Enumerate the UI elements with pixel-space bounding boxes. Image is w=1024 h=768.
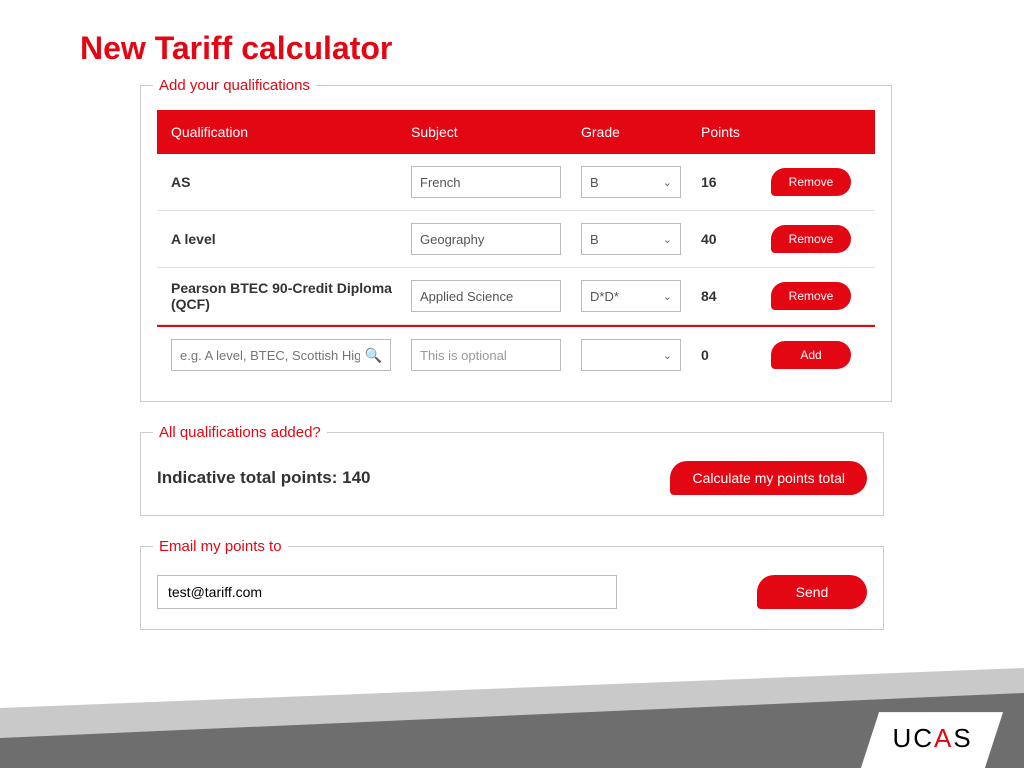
chevron-down-icon: ⌄ — [663, 349, 672, 362]
grade-select[interactable]: D*D*⌄ — [581, 280, 681, 312]
email-legend: Email my points to — [153, 538, 288, 555]
total-points-text: Indicative total points: 140 — [157, 468, 371, 488]
remove-button[interactable]: Remove — [771, 225, 851, 253]
points-value: 0 — [701, 347, 771, 363]
total-legend: All qualifications added? — [153, 424, 327, 441]
remove-button[interactable]: Remove — [771, 282, 851, 310]
qualification-name: A level — [171, 231, 411, 247]
table-header: Qualification Subject Grade Points — [157, 110, 875, 154]
qualification-search-input[interactable] — [180, 348, 360, 363]
subject-input[interactable]: French — [411, 166, 561, 198]
points-value: 40 — [701, 231, 771, 247]
new-qualification-row: 🔍 This is optional ⌄ 0 Add — [157, 325, 875, 383]
qualifications-legend: Add your qualifications — [153, 77, 316, 94]
chevron-down-icon: ⌄ — [663, 233, 672, 246]
table-row: AS French B⌄ 16 Remove — [157, 154, 875, 211]
grade-select[interactable]: B⌄ — [581, 223, 681, 255]
page-title: New Tariff calculator — [0, 0, 1024, 77]
chevron-down-icon: ⌄ — [663, 176, 672, 189]
header-points: Points — [701, 124, 771, 140]
qualification-name: Pearson BTEC 90-Credit Diploma (QCF) — [171, 280, 411, 312]
qualification-name: AS — [171, 174, 411, 190]
points-value: 16 — [701, 174, 771, 190]
send-button[interactable]: Send — [757, 575, 867, 609]
header-subject: Subject — [411, 124, 581, 140]
ucas-logo: UCAS — [892, 723, 972, 754]
add-button[interactable]: Add — [771, 341, 851, 369]
search-icon: 🔍 — [365, 347, 382, 364]
qualifications-panel: Add your qualifications Qualification Su… — [140, 77, 892, 402]
main-content: Add your qualifications Qualification Su… — [0, 77, 1024, 630]
header-grade: Grade — [581, 124, 701, 140]
qualifications-table: Qualification Subject Grade Points AS Fr… — [157, 110, 875, 383]
subject-input[interactable]: Geography — [411, 223, 561, 255]
email-panel: Email my points to Send — [140, 538, 884, 630]
subject-input[interactable]: Applied Science — [411, 280, 561, 312]
table-row: Pearson BTEC 90-Credit Diploma (QCF) App… — [157, 268, 875, 325]
table-row: A level Geography B⌄ 40 Remove — [157, 211, 875, 268]
logo-tab: UCAS — [861, 712, 1003, 768]
email-input[interactable] — [157, 575, 617, 609]
remove-button[interactable]: Remove — [771, 168, 851, 196]
header-qualification: Qualification — [171, 124, 411, 140]
total-panel: All qualifications added? Indicative tot… — [140, 424, 884, 516]
points-value: 84 — [701, 288, 771, 304]
grade-select[interactable]: ⌄ — [581, 339, 681, 371]
subject-input[interactable]: This is optional — [411, 339, 561, 371]
grade-select[interactable]: B⌄ — [581, 166, 681, 198]
calculate-button[interactable]: Calculate my points total — [670, 461, 867, 495]
chevron-down-icon: ⌄ — [663, 290, 672, 303]
qualification-search[interactable]: 🔍 — [171, 339, 391, 371]
